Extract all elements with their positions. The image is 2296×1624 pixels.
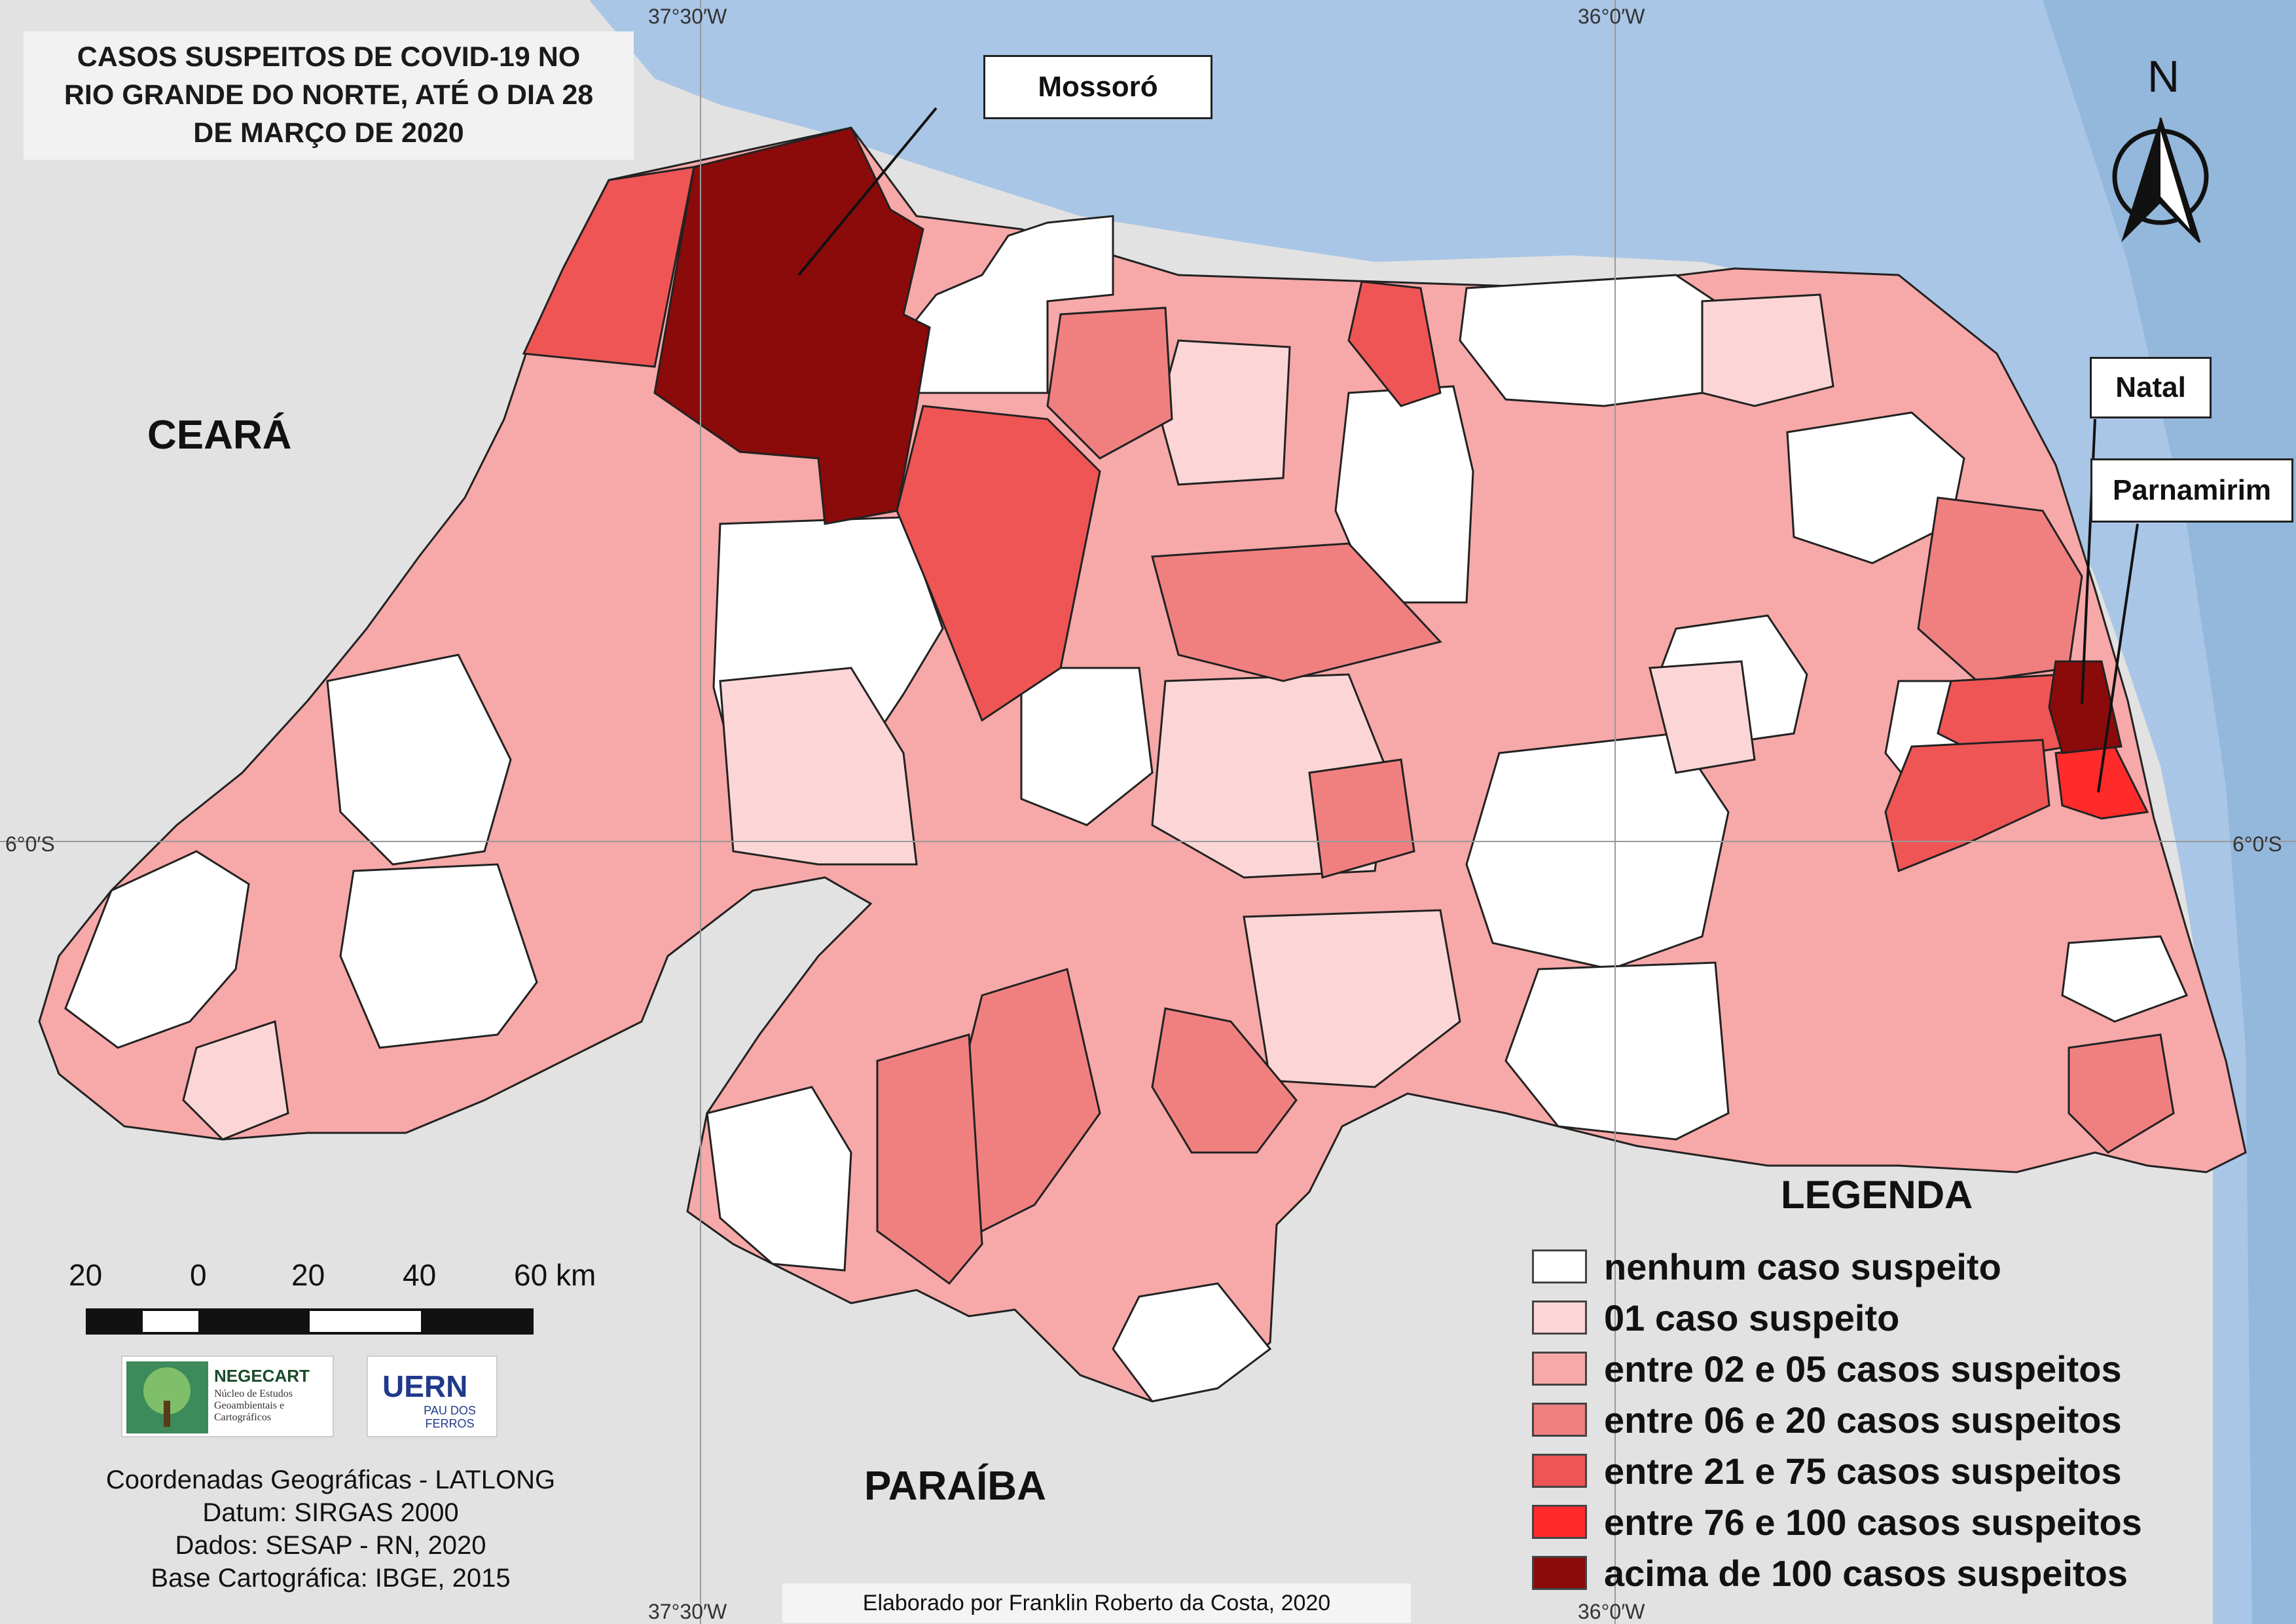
zone-high-2 xyxy=(896,405,1101,722)
zone-mid-4 xyxy=(1151,1007,1298,1154)
negecart-name: NEGECART xyxy=(214,1366,310,1386)
uern-name: UERN xyxy=(382,1369,468,1403)
legend-swatch xyxy=(1532,1505,1587,1539)
title-line-1: CASOS SUSPEITOS DE COVID-19 NO xyxy=(77,41,581,73)
zone-none-16 xyxy=(2061,935,2189,1023)
legend-label: entre 02 e 05 casos suspeitos xyxy=(1604,1348,2122,1390)
zone-mid-8 xyxy=(1046,306,1173,460)
zone-high-1 xyxy=(522,166,695,368)
scale-label-20-left: 20 xyxy=(69,1258,103,1292)
legend-label: entre 06 e 20 casos suspeitos xyxy=(1604,1399,2122,1441)
credit-label: Elaborado por Franklin Roberto da Costa,… xyxy=(782,1583,1411,1623)
lon-label-bottom-left: 37°30′W xyxy=(648,1600,727,1623)
legend-label: 01 caso suspeito xyxy=(1604,1297,1900,1338)
zone-none-14 xyxy=(1112,1282,1272,1403)
zone-none-3 xyxy=(1334,385,1474,604)
ocean-deep xyxy=(2043,0,2296,1624)
title-line-2: RIO GRANDE DO NORTE, ATÉ O DIA 28 xyxy=(64,79,594,111)
scale-label-0: 0 xyxy=(190,1258,207,1292)
scale-bar xyxy=(86,1308,534,1335)
metadata-source: Dados: SESAP - RN, 2020 xyxy=(175,1531,486,1560)
zone-one-2 xyxy=(1157,339,1291,486)
lon-label-bottom-right: 36°0′W xyxy=(1578,1600,1645,1623)
negecart-subtitle: Núcleo de Estudos Geoambientais e Cartog… xyxy=(214,1388,293,1423)
zone-none-11 xyxy=(64,850,250,1049)
legend-title: LEGENDA xyxy=(1781,1173,1973,1217)
city-label-mossoro: Mossoró xyxy=(983,55,1212,119)
zone-mid-6 xyxy=(2068,1033,2175,1154)
zone-one-5 xyxy=(1701,293,1834,407)
map-title: CASOS SUSPEITOS DE COVID-19 NO RIO GRAND… xyxy=(24,38,634,152)
lat-label-left: 6°0′S xyxy=(5,832,55,856)
city-label-parnamirim: Parnamirim xyxy=(2090,458,2293,523)
zone-none-4 xyxy=(1459,274,1717,407)
legend-swatch xyxy=(1532,1556,1587,1590)
legend-swatch xyxy=(1532,1249,1587,1283)
zone-top-mossoro xyxy=(653,126,931,525)
legend-label: nenhum caso suspeito xyxy=(1604,1246,2001,1287)
legend-swatch xyxy=(1532,1352,1587,1386)
region-label-paraiba: PARAÍBA xyxy=(864,1464,1046,1509)
legend-swatch xyxy=(1532,1403,1587,1437)
city-label-natal: Natal xyxy=(2090,357,2212,418)
zone-mid-7 xyxy=(1308,758,1415,879)
svg-text:N: N xyxy=(2147,52,2179,101)
lon-label-top-left: 37°30′W xyxy=(648,5,727,28)
metadata-coordinates: Coordenadas Geográficas - LATLONG xyxy=(105,1466,556,1494)
zone-one-7 xyxy=(1649,660,1756,774)
zone-none-9 xyxy=(706,1086,852,1272)
leader-line-parnamirim xyxy=(2097,523,2139,793)
zone-top-natal xyxy=(2048,660,2123,754)
negecart-logo: NEGECART Núcleo de Estudos Geoambientais… xyxy=(121,1356,334,1437)
zone-none-12 xyxy=(326,654,512,866)
region-label-ceara: CEARÁ xyxy=(147,413,291,458)
legend-label: acima de 100 casos suspeitos xyxy=(1604,1553,2128,1594)
north-arrow-icon: N xyxy=(2112,52,2209,244)
metadata-datum: Datum: SIRGAS 2000 xyxy=(202,1498,459,1527)
lat-label-right: 6°0′S xyxy=(2232,832,2282,856)
uern-logo: UERN PAU DOS FERROS xyxy=(367,1356,498,1437)
lon-label-top-right: 36°0′W xyxy=(1578,5,1645,28)
legend-label: entre 21 e 75 casos suspeitos xyxy=(1604,1450,2122,1492)
scale-label-40: 40 xyxy=(403,1258,437,1292)
title-box xyxy=(24,31,634,160)
zone-high-3 xyxy=(1347,280,1442,407)
legend-swatch xyxy=(1532,1454,1587,1488)
scale-label-20: 20 xyxy=(291,1258,325,1292)
legend-label: entre 76 e 100 casos suspeitos xyxy=(1604,1502,2142,1543)
zone-mid-3 xyxy=(876,1033,983,1285)
zone-none-13 xyxy=(339,863,538,1049)
zone-mid-1 xyxy=(1151,542,1442,682)
scale-label-60: 60 km xyxy=(514,1258,596,1292)
rn-state xyxy=(38,126,2247,1403)
leader-line-mossoro xyxy=(797,107,938,276)
uern-subtitle: PAU DOS FERROS xyxy=(424,1404,476,1430)
zone-one-1 xyxy=(719,667,918,866)
zone-high-5 xyxy=(1884,739,2050,873)
legend-swatch xyxy=(1532,1301,1587,1335)
metadata-base: Base Cartográfica: IBGE, 2015 xyxy=(151,1564,511,1593)
zone-one-6 xyxy=(182,1020,289,1141)
title-line-3: DE MARÇO DE 2020 xyxy=(193,117,464,149)
zone-one-4 xyxy=(1243,909,1461,1088)
zone-none-8 xyxy=(1504,961,1730,1141)
tree-icon xyxy=(126,1361,208,1433)
zone-none-10 xyxy=(1020,667,1154,826)
